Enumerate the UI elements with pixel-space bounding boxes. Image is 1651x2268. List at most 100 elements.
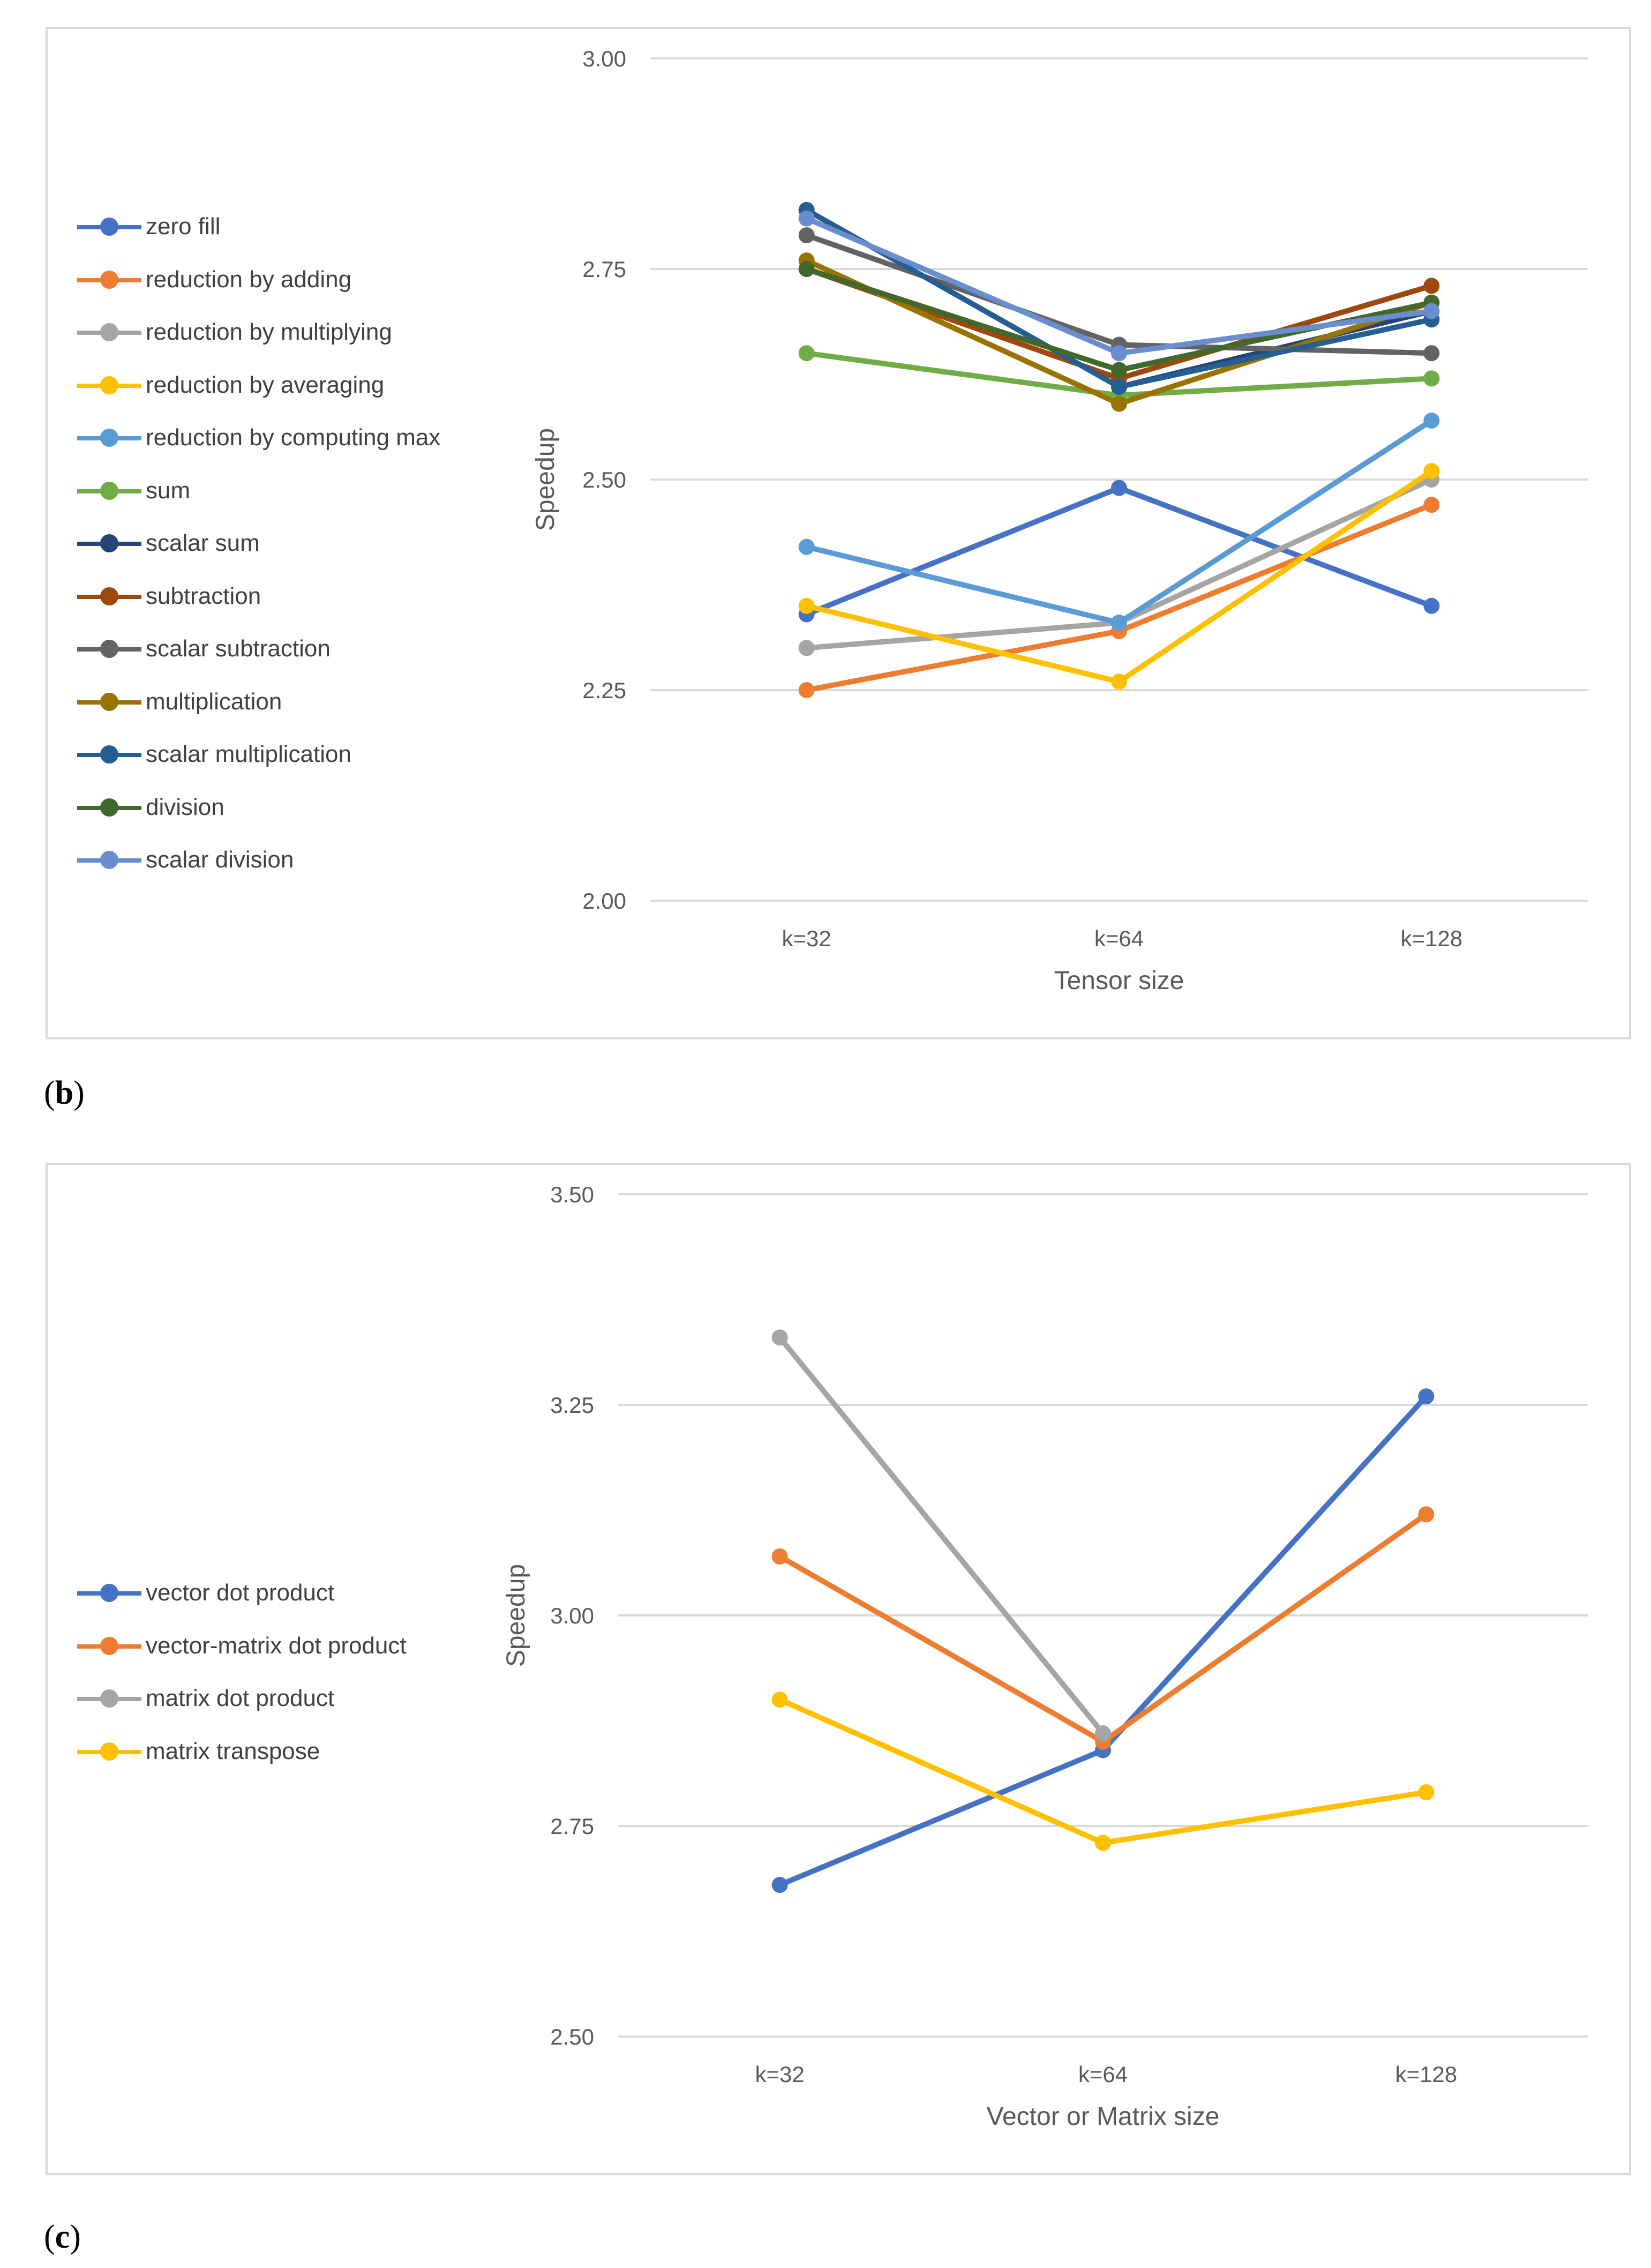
legend-swatch-marker <box>100 1742 118 1761</box>
y-tick-label: 2.00 <box>582 888 626 914</box>
legend-item: division <box>77 781 440 834</box>
data-point <box>1111 480 1127 496</box>
legend-item: zero fill <box>77 200 440 253</box>
legend-swatch-marker <box>100 323 118 342</box>
legend-swatch-marker <box>100 376 118 394</box>
data-point <box>1111 615 1127 631</box>
data-point <box>771 1691 788 1708</box>
legend-item: matrix dot product <box>77 1672 407 1725</box>
y-tick-label: 2.25 <box>582 678 626 703</box>
legend-swatch <box>77 1688 141 1709</box>
legend-label: matrix transpose <box>146 1738 320 1764</box>
legend-label: scalar sum <box>146 530 260 557</box>
legend-swatch <box>77 375 141 396</box>
x-axis-title: Vector or Matrix size <box>987 2102 1220 2131</box>
legend-item: sum <box>77 465 440 518</box>
panel-c-caption: (c) <box>44 2219 81 2255</box>
legend-swatch <box>77 427 141 448</box>
data-point <box>1418 1784 1435 1801</box>
legend-label: subtraction <box>146 582 261 609</box>
legend-item: multiplication <box>77 676 440 729</box>
legend-swatch <box>77 1741 141 1762</box>
legend-label: reduction by averaging <box>146 371 385 398</box>
legend-swatch-marker <box>100 745 118 764</box>
data-point <box>771 1548 788 1565</box>
data-point <box>798 640 815 656</box>
x-tick-label: k=32 <box>755 2062 805 2087</box>
legend-swatch-marker <box>100 798 118 817</box>
panel-b-label: b <box>55 1075 74 1111</box>
legend-swatch <box>77 638 141 660</box>
legend-item: reduction by multiplying <box>77 306 440 359</box>
series-line <box>804 485 1435 617</box>
legend-label: scalar multiplication <box>146 741 351 768</box>
legend-swatch-marker <box>100 640 118 658</box>
legend-swatch <box>77 216 141 237</box>
legend-item: reduction by adding <box>77 253 440 306</box>
legend-swatch-marker <box>100 1636 118 1655</box>
legend-swatch <box>77 1582 141 1604</box>
chart-b-svg: 2.00 2.25 2.50 2.75 3.00 k=32 k=64 k=128 Tensor … <box>531 46 1588 995</box>
legend-swatch-marker <box>100 1689 118 1708</box>
chart-c-svg: 2.50 2.75 3.00 3.25 3.50 k=32 k=64 k=128 Vector … <box>502 1182 1588 2131</box>
data-point <box>798 261 815 277</box>
legend-label: sum <box>146 477 191 504</box>
y-tick-label: 2.75 <box>550 1814 594 1839</box>
legend-label: matrix dot product <box>146 1685 335 1712</box>
y-tick-label: 2.50 <box>582 467 626 492</box>
x-tick-label: k=64 <box>1094 926 1144 951</box>
legend-label: scalar division <box>146 847 294 873</box>
legend-swatch-marker <box>100 481 118 500</box>
legend-label: reduction by adding <box>146 266 352 293</box>
chart-panel-c: 2.50 2.75 3.00 3.25 3.50 k=32 k=64 k=128 Vector … <box>46 1163 1631 2175</box>
x-tick-label: k=32 <box>782 926 831 951</box>
legend-label: division <box>146 794 224 820</box>
data-point <box>1111 362 1127 378</box>
data-point <box>1423 278 1440 294</box>
data-point <box>1423 303 1440 319</box>
legend-label: vector-matrix dot product <box>146 1632 407 1659</box>
legend-swatch-marker <box>100 851 118 870</box>
y-tick-label: 3.25 <box>550 1393 594 1418</box>
legend-swatch-marker <box>100 587 118 605</box>
data-point <box>1095 1835 1111 1851</box>
data-point <box>798 682 815 698</box>
legend-item: vector dot product <box>77 1567 407 1620</box>
legend-swatch-marker <box>100 1584 118 1603</box>
legend-c: vector dot product vector-matrix dot prod… <box>77 1567 407 1778</box>
legend-swatch <box>77 480 141 501</box>
data-point <box>798 345 815 362</box>
series-line <box>777 1511 1429 1745</box>
legend-swatch-marker <box>100 429 118 447</box>
series-line <box>777 1697 1429 1846</box>
legend-swatch-marker <box>100 534 118 553</box>
x-tick-label: k=64 <box>1078 2062 1128 2087</box>
data-point <box>771 1877 788 1893</box>
x-tick-label: k=128 <box>1401 926 1463 951</box>
y-axis-title: Speedup <box>531 428 560 531</box>
x-axis-title: Tensor size <box>1054 967 1184 995</box>
data-point <box>1423 370 1440 387</box>
y-tick-label: 3.00 <box>550 1603 594 1628</box>
legend-swatch-marker <box>100 270 118 289</box>
data-point <box>1423 497 1440 513</box>
data-point <box>798 597 815 614</box>
y-tick-label: 3.00 <box>582 46 626 71</box>
data-point <box>1095 1725 1111 1742</box>
y-tick-label: 3.50 <box>550 1182 594 1207</box>
legend-item: subtraction <box>77 570 440 623</box>
chart-panel-b: 2.00 2.25 2.50 2.75 3.00 k=32 k=64 k=128 Tensor … <box>46 27 1631 1039</box>
series-line <box>777 1394 1429 1888</box>
legend-item: scalar sum <box>77 517 440 570</box>
legend-b: zero fill reduction by adding reduction by… <box>77 200 440 887</box>
legend-swatch <box>77 849 141 871</box>
data-point <box>798 538 815 555</box>
legend-swatch <box>77 533 141 554</box>
legend-label: vector dot product <box>146 1580 335 1606</box>
data-point <box>1111 379 1127 395</box>
legend-label: zero fill <box>146 213 221 240</box>
data-point <box>1418 1388 1435 1405</box>
legend-label: multiplication <box>146 688 282 715</box>
data-point <box>798 210 815 227</box>
legend-item: scalar division <box>77 834 440 887</box>
